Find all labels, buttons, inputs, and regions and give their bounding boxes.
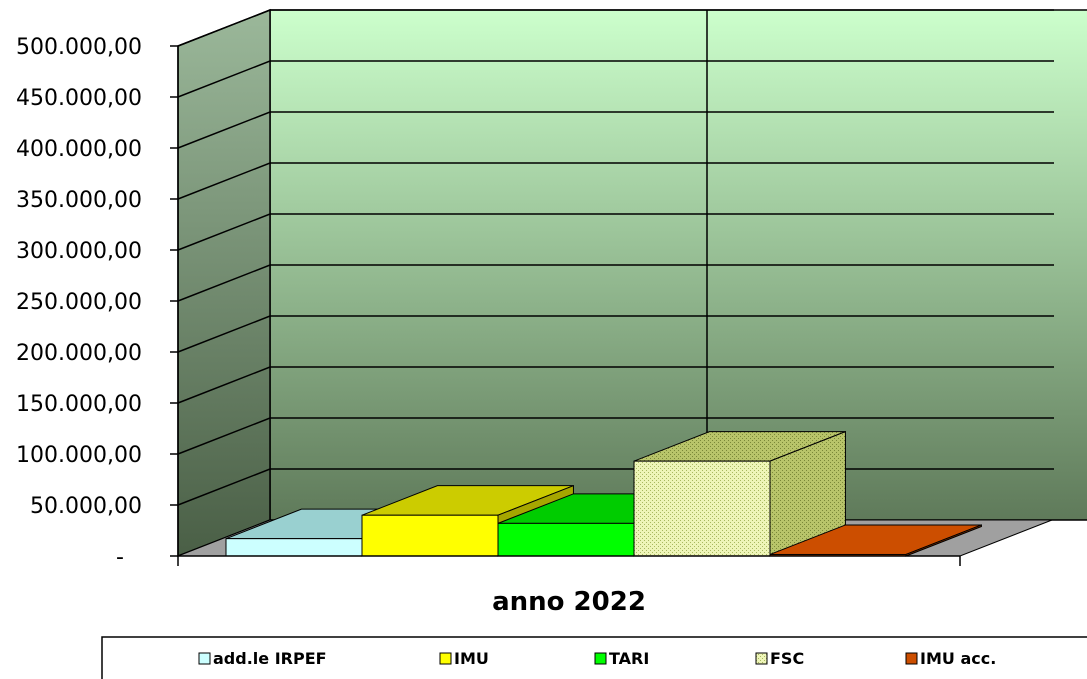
y-tick-label: 100.000,00 xyxy=(16,443,142,468)
y-tick-label: 500.000,00 xyxy=(16,35,142,60)
plot-walls xyxy=(177,8,1087,558)
y-tick-label: 350.000,00 xyxy=(16,188,142,213)
legend-label: add.le IRPEF xyxy=(213,649,327,668)
bar-0 xyxy=(225,538,363,557)
y-tick-label: 400.000,00 xyxy=(16,137,142,162)
y-tick-label: 150.000,00 xyxy=(16,392,142,417)
y-tick-label: 250.000,00 xyxy=(16,290,142,315)
y-tick-label: 50.000,00 xyxy=(30,494,142,519)
gridline xyxy=(177,213,1054,251)
legend-label: IMU acc. xyxy=(920,649,996,668)
legend-label: IMU xyxy=(454,649,489,668)
legend-label: TARI xyxy=(609,649,649,668)
legend-swatch xyxy=(755,652,768,665)
bar-2 xyxy=(497,522,635,557)
bar-3 xyxy=(633,460,771,557)
legend-swatch xyxy=(905,652,918,665)
bars xyxy=(225,430,982,557)
gridline xyxy=(177,315,1054,353)
y-tick-label: 200.000,00 xyxy=(16,341,142,366)
gridline xyxy=(177,417,1054,455)
gridline xyxy=(177,111,1054,149)
gridline xyxy=(177,162,1054,200)
y-tick-label: - xyxy=(116,545,124,570)
legend-swatch xyxy=(198,652,211,665)
gridline xyxy=(177,9,1054,47)
legend: add.le IRPEF IMU TARI FSC IMU acc. xyxy=(101,636,1087,679)
y-axis: - 50.000,00 100.000,00 150.000,00 200.000,00… xyxy=(16,35,179,570)
legend-swatch xyxy=(594,652,607,665)
y-tick-label: 450.000,00 xyxy=(16,86,142,111)
x-category-label: anno 2022 xyxy=(492,587,646,617)
legend-swatch xyxy=(439,652,452,665)
gridline xyxy=(177,60,1054,98)
gridline xyxy=(177,366,1054,404)
legend-label: FSC xyxy=(770,649,804,668)
y-tick-label: 300.000,00 xyxy=(16,239,142,264)
legend-box xyxy=(101,636,1087,679)
x-axis: anno 2022 xyxy=(177,555,961,617)
bar-1 xyxy=(361,514,499,557)
gridline xyxy=(177,264,1054,302)
